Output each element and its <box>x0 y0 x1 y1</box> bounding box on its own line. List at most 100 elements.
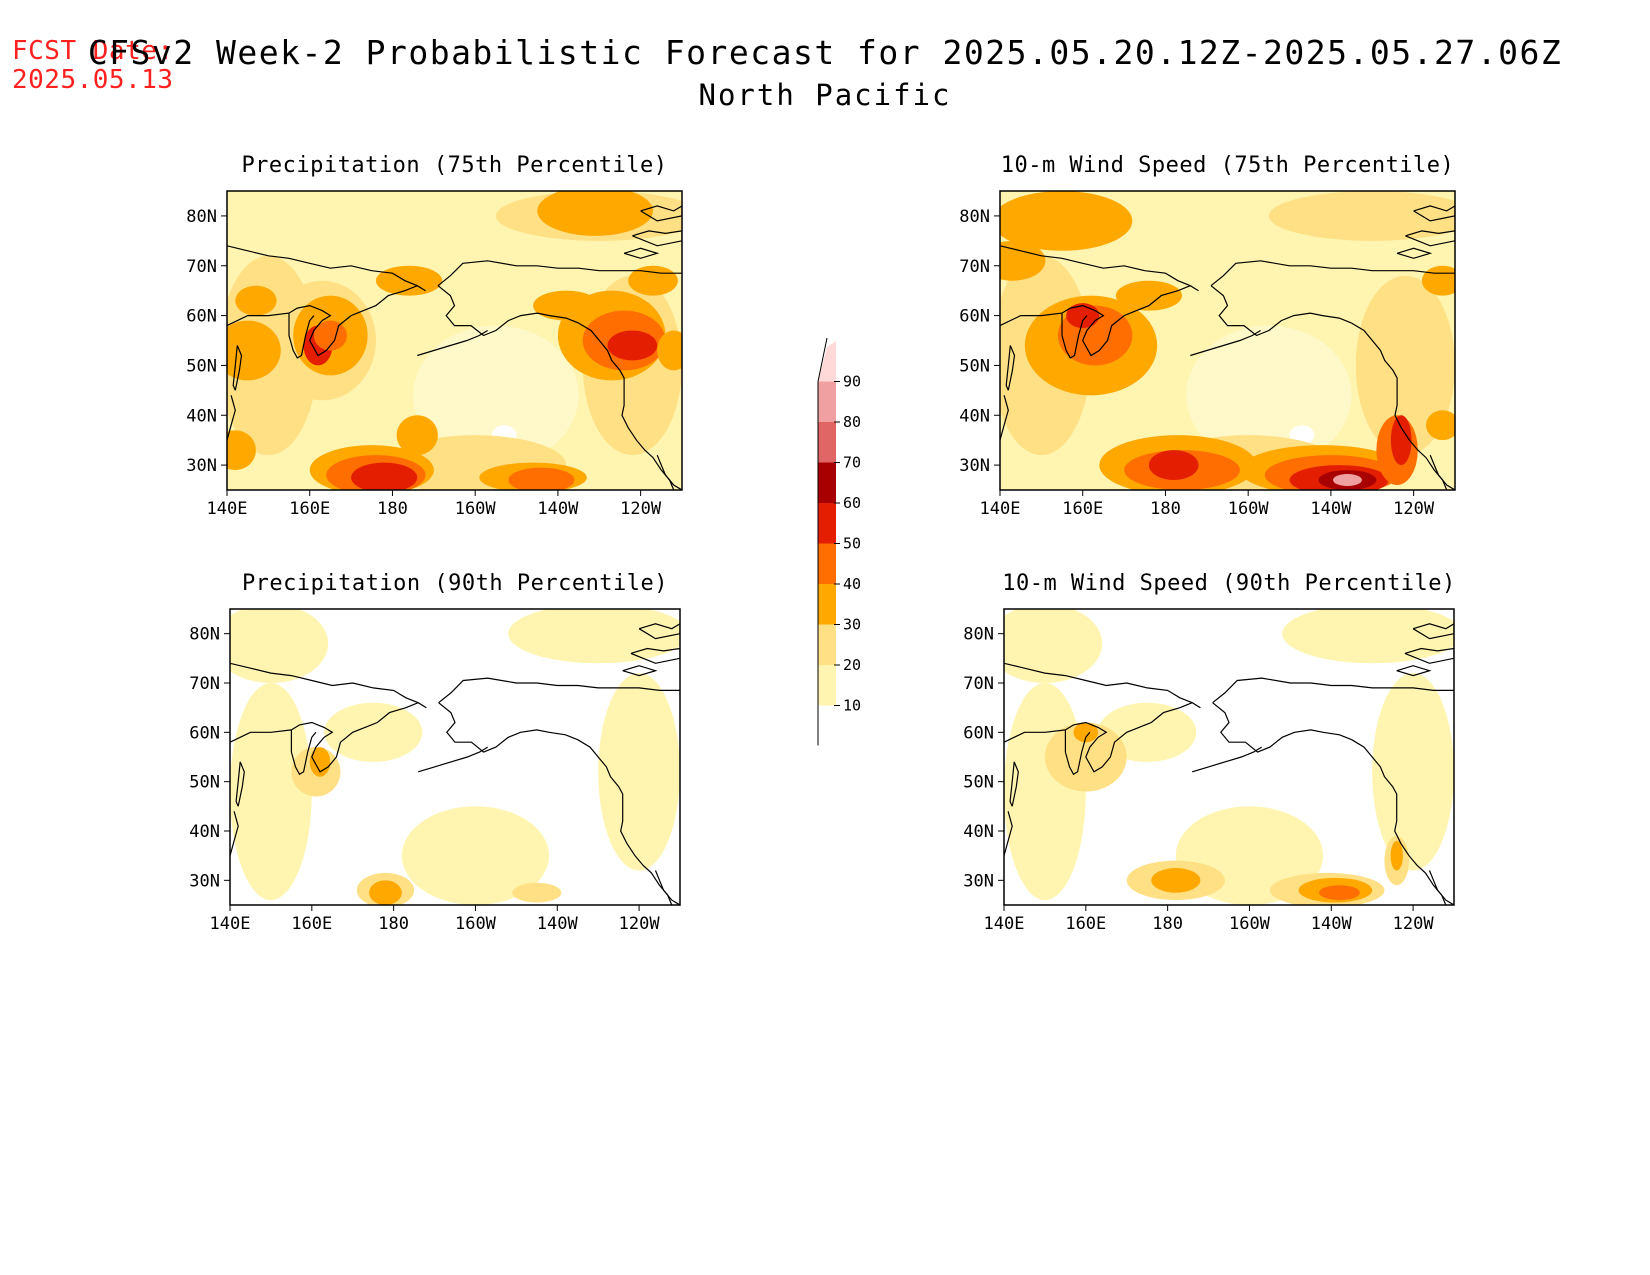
colorbar-tick-label: 70 <box>843 454 861 472</box>
coastline-arctic_isl2 <box>1405 230 1455 247</box>
coastline-aleutian <box>418 746 489 773</box>
coastline-asia <box>227 245 426 292</box>
coastline-alaska <box>438 677 680 704</box>
coastline-alaska_w <box>1210 285 1352 337</box>
colorbar-segment <box>818 584 836 625</box>
coastline-alaska_w <box>437 285 579 337</box>
contour-blob-40 <box>313 320 347 351</box>
coastline-alaska_w <box>438 702 578 753</box>
coastline-arctic_isl2 <box>632 230 682 247</box>
contour-blob-30 <box>1421 265 1455 296</box>
contour-blob-30 <box>1000 191 1133 251</box>
contour-blob-30 <box>227 320 281 381</box>
contour-blob-50 <box>1390 415 1412 466</box>
coastline-arctic_isl2 <box>630 647 680 664</box>
colorbar-tick-label: 80 <box>843 413 861 431</box>
coastline-okhotsk <box>288 313 315 359</box>
lon-tick-label: 160E <box>1062 499 1103 519</box>
coastline-baja <box>656 454 682 490</box>
coastline-alaska <box>1212 677 1454 704</box>
lon-tick-label: 120W <box>619 914 661 934</box>
colorbar-segment <box>818 543 836 584</box>
coastline-sakhalin <box>232 345 243 391</box>
coastline-kamchatka <box>1000 285 1191 357</box>
contour-blob-30 <box>375 265 443 296</box>
coastline-arctic_isl3 <box>1396 247 1433 259</box>
colorbar-segment <box>818 665 836 706</box>
lon-tick-label: 160E <box>1065 914 1106 934</box>
lat-tick-label: 70N <box>963 674 994 694</box>
colorbar-tick-label: 90 <box>843 373 861 391</box>
lon-tick-label: 160W <box>455 499 497 519</box>
contour-blob-30 <box>1073 722 1099 743</box>
lat-tick-label: 50N <box>189 773 220 793</box>
lon-tick-label: 140E <box>207 499 248 519</box>
contour-blob-40 <box>1319 885 1360 901</box>
contour-blob-10 <box>324 702 423 762</box>
coastline-arctic_isl <box>1413 205 1455 222</box>
lon-tick-label: 120W <box>620 499 662 519</box>
coastline-na_coast <box>577 739 673 905</box>
contour-blob-10 <box>401 806 550 905</box>
contour-blob-50 <box>607 330 658 361</box>
lon-tick-label: 140E <box>980 499 1021 519</box>
lon-tick-label: 180 <box>377 499 408 519</box>
map-frame <box>999 190 1456 491</box>
lat-tick-label: 70N <box>189 674 220 694</box>
lon-tick-label: 140W <box>1310 499 1352 519</box>
coastline-okhotsk <box>1061 313 1088 359</box>
coastline-arctic_isl2 <box>1404 647 1454 664</box>
contour-blob-10 <box>230 609 329 683</box>
contour-blob-30 <box>1115 280 1182 311</box>
coastline-asia <box>230 662 427 709</box>
lon-tick-label: 140E <box>984 914 1025 934</box>
panel-title: Precipitation (90th Percentile) <box>242 571 668 596</box>
lat-tick-label: 40N <box>186 406 217 426</box>
coastline-arctic_isl3 <box>1396 665 1432 677</box>
coastline-kamchatka <box>227 285 418 357</box>
lat-tick-label: 60N <box>963 723 994 743</box>
contour-blob-50 <box>1066 303 1100 329</box>
lat-tick-label: 50N <box>959 356 990 376</box>
lon-tick-label: 180 <box>378 914 409 934</box>
contour-blob-10 <box>1372 673 1454 871</box>
lon-tick-label: 140W <box>1311 914 1353 934</box>
contour-blob-10 <box>230 683 312 901</box>
forecast-date-value: 2025.05.13 <box>12 65 174 95</box>
coastline-baja <box>654 870 680 905</box>
probability-field <box>227 191 682 490</box>
coastlines <box>1004 623 1454 905</box>
map-frame <box>229 608 681 906</box>
lon-tick-label: 140E <box>210 914 251 934</box>
coastline-na_coast <box>1351 739 1447 905</box>
lon-tick-label: 160W <box>1229 914 1271 934</box>
contour-blob-20 <box>1268 191 1455 241</box>
coastline-japan <box>230 811 239 856</box>
forecast-date-label: FCST Date: <box>12 36 174 66</box>
coastlines <box>230 623 680 905</box>
coastline-japan <box>1000 395 1009 441</box>
lat-tick-label: 30N <box>186 456 217 476</box>
contour-blob-30 <box>657 330 682 371</box>
coastline-na_coast <box>578 322 675 490</box>
forecast-date: FCST Date: 2025.05.13 <box>12 37 174 95</box>
contour-blob-30 <box>396 415 438 456</box>
map-panel-wind75: 10-m Wind Speed (75th Percentile) 140E 160… <box>959 153 1456 519</box>
coastline-kamchatka <box>1004 702 1193 773</box>
coastline-aleutian <box>1190 329 1261 357</box>
map-panel-wind90: 10-m Wind Speed (90th Percentile) 140E 160… <box>963 571 1455 934</box>
contour-blob-30 <box>1426 410 1455 441</box>
lon-tick-label: 120W <box>1393 914 1435 934</box>
lon-tick-label: 180 <box>1150 499 1181 519</box>
colorbar-segment <box>818 422 836 463</box>
coastline-arctic_isl3 <box>622 665 658 677</box>
colorbar-tick-label: 20 <box>843 656 861 674</box>
coastline-na_coast <box>1351 322 1448 490</box>
lon-tick-label: 160W <box>1228 499 1270 519</box>
coastline-baja <box>1429 454 1455 490</box>
colorbar: 10 20 30 40 50 60 70 80 90 <box>817 337 861 746</box>
coastline-asia <box>1000 245 1199 292</box>
colorbar-tick-label: 60 <box>843 494 861 512</box>
lat-tick-label: 40N <box>189 822 220 842</box>
contour-blob-low <box>413 325 579 466</box>
